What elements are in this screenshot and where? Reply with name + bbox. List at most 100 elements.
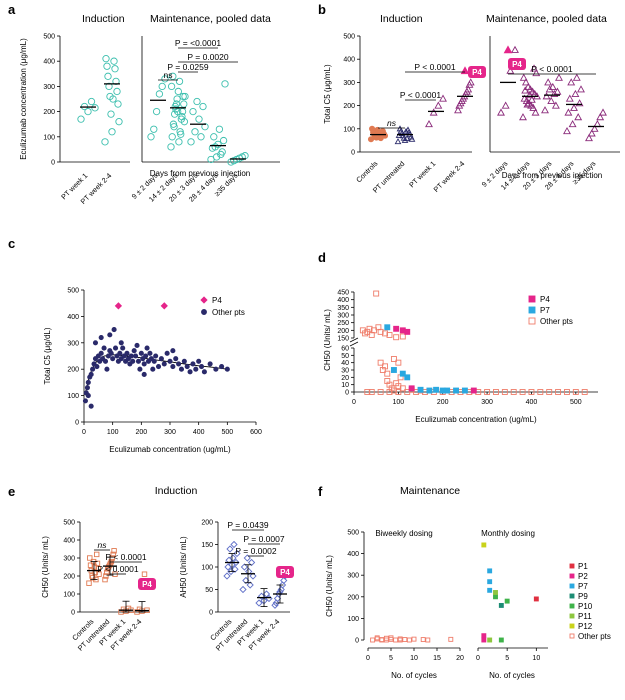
- x-tick-label: 5: [505, 655, 509, 662]
- p4-point: [503, 45, 513, 54]
- data-point: [402, 637, 408, 643]
- x-tick-label: 0: [476, 655, 480, 662]
- y-tick-label: 400: [343, 57, 355, 64]
- data-point: [520, 94, 529, 102]
- data-point: [581, 389, 588, 395]
- data-point: [135, 358, 142, 364]
- data-point: [144, 345, 150, 351]
- data-point: [223, 572, 231, 580]
- data-point: [439, 94, 447, 102]
- data-point: [519, 73, 528, 81]
- y-tick-label: 400: [43, 59, 55, 66]
- data-point: [510, 389, 517, 395]
- legend-marker: [569, 633, 575, 639]
- data-point: [138, 350, 144, 356]
- data-point: [393, 334, 400, 341]
- data-point: [111, 65, 119, 73]
- data-point: [498, 637, 504, 643]
- data-point: [547, 96, 556, 104]
- data-point: [164, 350, 170, 356]
- data-point: [501, 101, 510, 109]
- data-point: [87, 562, 94, 568]
- data-point: [107, 332, 113, 338]
- data-point: [371, 327, 377, 334]
- y-tick-label: 150: [201, 542, 213, 549]
- p4-badge: [508, 58, 526, 70]
- legend-marker: [569, 563, 575, 569]
- data-point: [532, 68, 541, 77]
- y-tick-label: 500: [347, 530, 359, 537]
- x-tick-label: 100: [107, 429, 119, 436]
- y-tick-label: 0: [51, 160, 55, 167]
- data-point: [90, 575, 96, 581]
- data-point: [141, 361, 147, 367]
- data-point: [493, 590, 498, 595]
- data-point: [189, 107, 197, 116]
- data-point: [249, 572, 257, 580]
- data-point: [383, 637, 389, 643]
- data-point: [170, 348, 176, 354]
- data-point: [101, 138, 109, 146]
- data-point: [173, 356, 179, 362]
- data-point: [255, 599, 263, 607]
- data-point: [170, 364, 176, 370]
- x-tick-label: 400: [193, 429, 205, 436]
- category-label: Controls: [354, 159, 380, 185]
- data-point: [82, 398, 88, 404]
- significance-label: P < 0.0001: [400, 90, 441, 100]
- data-point: [221, 80, 229, 88]
- data-point: [411, 636, 417, 642]
- legend-label: P7: [578, 582, 588, 591]
- data-point: [399, 385, 406, 392]
- data-point: [102, 358, 109, 364]
- y-tick-label: 100: [347, 616, 359, 623]
- legend-other-marker: [528, 317, 536, 325]
- data-point: [406, 637, 412, 643]
- data-point: [374, 636, 380, 642]
- data-point: [366, 325, 373, 332]
- data-point: [231, 565, 239, 573]
- y-tick-label: 500: [63, 520, 75, 527]
- data-point: [504, 598, 510, 604]
- data-point: [484, 389, 491, 395]
- data-point: [397, 636, 403, 642]
- y-axis-title: Total C5 (μg/mL): [323, 64, 332, 124]
- data-point: [390, 387, 397, 394]
- data-point: [544, 78, 553, 86]
- significance-label: P = <0.0001: [175, 38, 221, 48]
- data-point: [379, 128, 386, 135]
- data-point: [191, 128, 199, 136]
- panel-label: e: [8, 484, 15, 499]
- y-tick-label: 100: [43, 134, 55, 141]
- data-point: [243, 554, 251, 562]
- data-point: [364, 389, 371, 395]
- data-point: [527, 95, 536, 103]
- data-point: [370, 637, 376, 643]
- y-tick-label: 200: [201, 520, 213, 527]
- data-point: [180, 118, 189, 126]
- x-tick-label: 500: [570, 399, 582, 406]
- data-point: [181, 358, 187, 364]
- data-point: [169, 72, 177, 80]
- data-point: [397, 637, 403, 643]
- significance-label: P < 0.0001: [414, 62, 455, 72]
- p7-point: [426, 387, 433, 394]
- x-axis-title: Eculizumab concentration (ug/mL): [109, 445, 231, 454]
- legend-marker: [569, 593, 575, 599]
- data-point: [211, 143, 219, 151]
- data-point: [596, 113, 605, 121]
- data-point: [176, 361, 182, 367]
- data-point: [193, 366, 199, 372]
- data-point: [545, 85, 554, 93]
- p4-badge: [276, 566, 294, 578]
- y-tick-label: 400: [337, 297, 349, 304]
- data-point: [429, 108, 438, 116]
- significance-label: ns: [98, 540, 108, 550]
- data-point: [541, 106, 549, 114]
- data-point: [110, 356, 116, 362]
- data-point: [575, 99, 584, 107]
- data-point: [151, 358, 157, 364]
- data-point: [230, 540, 238, 549]
- y-tick-label: 100: [343, 126, 355, 133]
- y-tick-label: 400: [347, 551, 359, 558]
